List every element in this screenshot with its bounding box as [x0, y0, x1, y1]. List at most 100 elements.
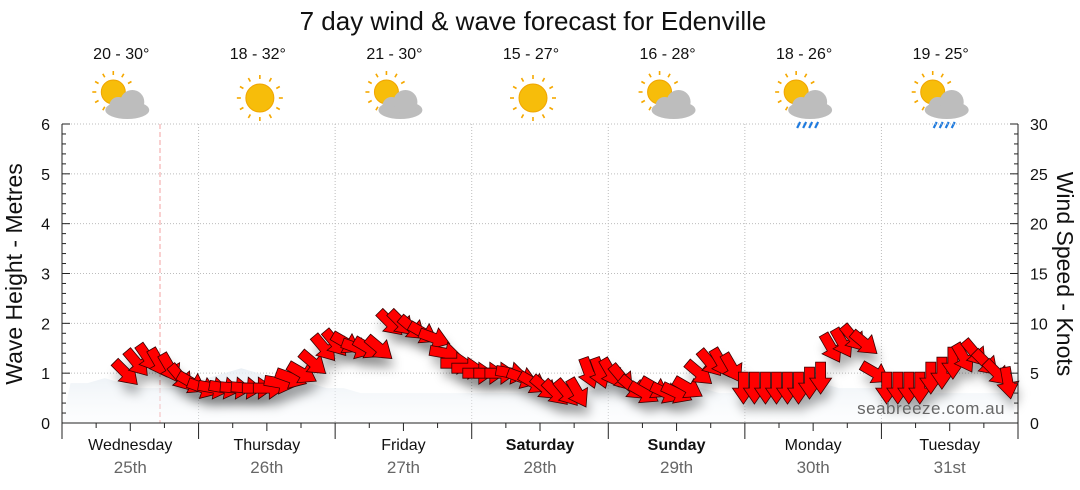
y-left-tick-label: 5	[41, 167, 50, 184]
y-right-tick-label: 0	[1030, 416, 1039, 433]
rain-drop	[944, 121, 950, 129]
sun-ray	[784, 106, 789, 111]
wind-arrow	[417, 327, 451, 350]
sun-ray	[541, 114, 546, 119]
sun-ray	[400, 80, 406, 85]
sun-icon	[510, 75, 556, 121]
sun-ray	[640, 80, 646, 85]
sun-ray	[667, 73, 671, 78]
day-label: Wednesday	[88, 437, 172, 454]
date-label: 26th	[250, 458, 283, 477]
sun-ray	[549, 106, 554, 111]
y-right-tick-label: 15	[1030, 267, 1048, 284]
wind-arrow	[818, 331, 842, 363]
y-left-tick-label: 1	[41, 366, 50, 383]
sun-ray	[784, 73, 789, 78]
sun-ray	[394, 73, 398, 78]
y-right-tick-label: 30	[1030, 117, 1048, 134]
sun-ray	[127, 80, 132, 85]
sun-ray	[648, 73, 652, 78]
y-left-tick-label: 4	[41, 217, 50, 234]
wind-arrow	[297, 348, 327, 374]
sun-ray	[121, 73, 125, 78]
sun-ray	[239, 106, 244, 111]
y-right-tick-label: 10	[1030, 316, 1048, 333]
y-axis-right-ticks: 0 5 10 15 20 25 30	[1030, 117, 1048, 433]
day-label: Tuesday	[919, 437, 980, 454]
day-label: Friday	[381, 437, 425, 454]
sun-ray	[541, 77, 546, 82]
sun-ray	[947, 80, 952, 85]
sun-ray	[367, 99, 373, 104]
sun-ray	[914, 80, 919, 85]
rain-drop	[938, 121, 944, 129]
sun-ray	[673, 80, 679, 85]
wind-arrow	[309, 332, 336, 362]
y-left-tick-label: 0	[41, 416, 50, 433]
temperature-label: 16 - 28°	[639, 46, 695, 63]
wind-arrow	[122, 347, 148, 376]
temperature-label: 18 - 26°	[776, 46, 832, 63]
wind-arrow	[565, 376, 588, 408]
sun-ray	[777, 80, 782, 85]
sun-ray	[102, 106, 106, 111]
sun-ray	[247, 114, 252, 119]
sun-ray	[512, 106, 517, 111]
sun-disc	[518, 83, 548, 113]
y-axis-left-label: Wave Height - Metres	[1, 163, 27, 385]
sun-ray	[810, 80, 815, 85]
cloud-puff	[939, 90, 964, 114]
day-label: Monday	[785, 437, 842, 454]
wind-arrow	[719, 351, 743, 383]
y-right-tick-label: 20	[1030, 217, 1048, 234]
wind-arrow	[930, 356, 954, 390]
wind-arrow	[285, 360, 317, 384]
rain-drop	[802, 121, 808, 129]
sun-ray	[275, 85, 281, 90]
wind-arrow	[848, 328, 878, 355]
cloud-puff	[803, 90, 828, 114]
date-label: 30th	[797, 458, 830, 477]
sun-ray	[549, 85, 554, 90]
day-label: Saturday	[506, 437, 575, 454]
date-label: 28th	[523, 458, 556, 477]
y-left-tick-label: 6	[41, 117, 50, 134]
sun-ray	[247, 77, 252, 82]
wind-arrow	[829, 326, 853, 358]
y-right-tick-label: 25	[1030, 167, 1048, 184]
sun-ray	[803, 73, 808, 78]
wind-arrow	[951, 341, 974, 373]
watermark: seabreeze.com.au	[857, 399, 1005, 418]
wind-arrow	[996, 366, 1020, 400]
day-label: Sunday	[648, 437, 706, 454]
chart-title: 7 day wind & wave forecast for Edenville	[300, 6, 767, 36]
rain-drop	[796, 121, 802, 129]
sun-ray	[367, 80, 373, 85]
wind-arrow	[808, 361, 833, 395]
sun-disc	[245, 83, 275, 113]
weather-icons	[92, 71, 969, 129]
sun-ray	[648, 106, 652, 111]
sun-icon	[236, 75, 283, 121]
sun-ray	[520, 77, 525, 82]
rain-drop	[808, 121, 814, 129]
sun-ray	[777, 99, 782, 104]
date-label: 29th	[660, 458, 693, 477]
sun-ray	[512, 85, 517, 90]
y-left-tick-label: 3	[41, 267, 50, 284]
y-right-tick-label: 5	[1030, 366, 1039, 383]
sun-cloud-icon	[638, 71, 696, 119]
temperature-label: 15 - 27°	[503, 46, 559, 63]
sun-cloud-rain-icon	[775, 71, 833, 129]
sun-ray	[268, 77, 273, 82]
temperature-label: 19 - 25°	[913, 46, 969, 63]
temperature-label: 18 - 32°	[230, 46, 286, 63]
sun-ray	[640, 99, 646, 104]
axes	[61, 123, 1019, 439]
sun-ray	[239, 85, 244, 90]
y-left-tick-label: 2	[41, 316, 50, 333]
wind-arrows	[110, 307, 1020, 408]
wind-arrow	[683, 358, 713, 384]
wind-arrow	[908, 371, 932, 405]
wind-arrow	[363, 333, 393, 360]
